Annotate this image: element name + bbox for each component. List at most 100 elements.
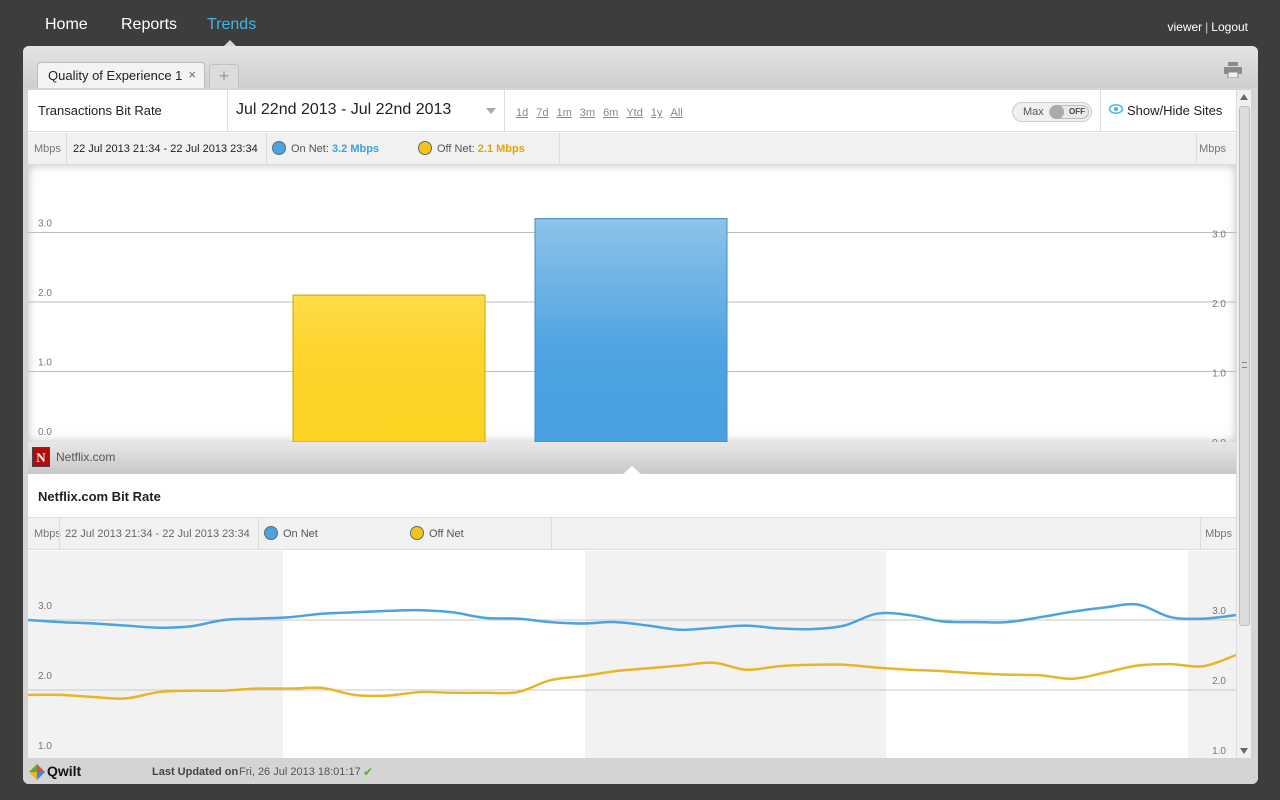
brand-name: Qwilt	[47, 763, 82, 779]
unit-label-right: Mbps	[1199, 143, 1226, 155]
logout-link[interactable]: Logout	[1211, 20, 1248, 34]
nav-reports[interactable]: Reports	[121, 16, 178, 33]
toolbar-divider	[227, 90, 228, 132]
vertical-scrollbar[interactable]	[1236, 90, 1251, 758]
max-label: Max	[1023, 106, 1044, 118]
report-content: Transactions Bit Rate Jul 22nd 2013 - Ju…	[28, 90, 1236, 758]
report-title: Transactions Bit Rate	[38, 103, 162, 118]
check-icon: ✔	[363, 765, 374, 779]
range-7d[interactable]: 7d	[536, 107, 549, 119]
y-tick-left: 3.0	[38, 219, 52, 230]
bar-off-net	[292, 294, 486, 443]
range-1d[interactable]: 1d	[516, 107, 529, 119]
time-range-label: 22 Jul 2013 21:34 - 22 Jul 2013 23:34	[73, 143, 258, 155]
time-band	[1188, 551, 1236, 758]
footer: Qwilt Last Updated on Fri, 26 Jul 2013 1…	[23, 760, 1258, 784]
active-nav-caret	[222, 40, 238, 48]
max-toggle[interactable]: Max OFF	[1012, 102, 1092, 122]
y-tick-right: 1.0	[1212, 746, 1226, 757]
user-separator: |	[1205, 20, 1209, 34]
legend-divider	[559, 133, 560, 165]
time-band	[283, 551, 585, 758]
range-6m[interactable]: 6m	[603, 107, 619, 119]
date-range-select[interactable]: Jul 22nd 2013 - Jul 22nd 2013	[228, 90, 504, 132]
show-hide-label: Show/Hide Sites	[1127, 103, 1223, 118]
scroll-thumb[interactable]	[1239, 106, 1250, 626]
y-tick-left: 0.0	[38, 427, 52, 438]
range-1y[interactable]: 1y	[650, 107, 663, 119]
selection-pointer	[622, 466, 642, 475]
range-1m[interactable]: 1m	[556, 107, 572, 119]
max-switch[interactable]: OFF	[1049, 105, 1089, 119]
range-ytd[interactable]: Ytd	[626, 107, 643, 119]
site-name-link[interactable]: Netflix.com	[56, 450, 116, 464]
date-range-value: Jul 22nd 2013 - Jul 22nd 2013	[236, 101, 452, 118]
unit-label-left: Mbps	[34, 143, 61, 155]
bar-on-net	[534, 218, 728, 443]
time-range-label: 22 Jul 2013 21:34 - 22 Jul 2013 23:34	[65, 528, 250, 540]
legend-divider	[66, 133, 67, 165]
tab-close-icon[interactable]: ×	[188, 67, 196, 82]
chevron-down-icon	[486, 108, 496, 114]
y-tick-right: 2.0	[1212, 676, 1226, 687]
bar-chart-area: 0.00.01.01.02.02.03.03.0	[28, 165, 1236, 449]
add-tab-button[interactable]: +	[209, 64, 239, 88]
bar-chart-legend: Mbps 22 Jul 2013 21:34 - 22 Jul 2013 23:…	[28, 133, 1236, 165]
y-tick-right: 3.0	[1212, 606, 1226, 617]
range-3m[interactable]: 3m	[579, 107, 596, 119]
grip-icon	[1242, 362, 1247, 368]
range-shortcuts: 1d 7d 1m 3m 6m Ytd 1y All	[516, 107, 691, 119]
legend-divider	[59, 518, 60, 550]
legend-divider	[1200, 518, 1201, 550]
report-toolbar: Transactions Bit Rate Jul 22nd 2013 - Ju…	[28, 90, 1236, 132]
time-band	[28, 551, 283, 758]
on-net-legend-dot[interactable]	[272, 141, 286, 155]
section-title: Netflix.com Bit Rate	[38, 489, 161, 504]
on-net-label: On Net:	[291, 143, 329, 155]
y-tick-right: 2.0	[1212, 299, 1226, 310]
tab-quality-of-experience[interactable]: Quality of Experience 1 ×	[37, 62, 205, 88]
last-updated-label: Last Updated on	[152, 766, 239, 778]
series-line-on-net	[28, 602, 1236, 632]
range-all[interactable]: All	[670, 107, 683, 119]
series-line-off-net	[28, 653, 1236, 700]
y-tick-left: 1.0	[38, 358, 52, 369]
off-net-label: Off Net:	[437, 143, 475, 155]
show-hide-sites-button[interactable]: Show/Hide Sites	[1100, 90, 1236, 132]
legend-divider	[551, 518, 552, 550]
off-net-label: Off Net	[429, 528, 464, 540]
section-divider	[28, 517, 1236, 518]
on-net-legend-dot[interactable]	[264, 526, 278, 540]
nav-home[interactable]: Home	[45, 16, 88, 33]
scroll-up-icon[interactable]	[1240, 94, 1248, 100]
line-chart-area: 1.0 1.0 2.0 2.0 3.0 3.0	[28, 551, 1236, 758]
y-tick-right: 1.0	[1212, 369, 1226, 380]
bar-chart: 0.00.01.01.02.02.03.03.0	[28, 218, 1236, 449]
main-panel: Quality of Experience 1 × + Transactions…	[23, 46, 1258, 784]
y-tick-left: 2.0	[38, 288, 52, 299]
legend-divider	[1196, 133, 1197, 165]
unit-label-left: Mbps	[34, 528, 61, 540]
legend-divider	[258, 518, 259, 550]
scroll-down-icon[interactable]	[1240, 748, 1248, 754]
top-nav: Home Reports Trends viewer | Logout	[0, 0, 1280, 48]
off-net-legend-dot[interactable]	[410, 526, 424, 540]
time-band	[585, 551, 886, 758]
switch-state: OFF	[1069, 107, 1085, 116]
last-updated-value: Fri, 26 Jul 2013 18:01:17	[239, 766, 361, 778]
y-tick-left: 3.0	[38, 601, 52, 612]
on-net-label: On Net	[283, 528, 318, 540]
y-tick-right: 3.0	[1212, 230, 1226, 241]
off-net-value: 2.1 Mbps	[477, 143, 525, 155]
user-area: viewer | Logout	[1167, 20, 1248, 34]
off-net-legend: Off Net: 2.1 Mbps	[437, 143, 525, 155]
switch-knob	[1050, 105, 1064, 119]
nav-trends[interactable]: Trends	[207, 16, 257, 33]
off-net-legend-dot[interactable]	[418, 141, 432, 155]
on-net-legend: On Net: 3.2 Mbps	[291, 143, 379, 155]
y-tick-left: 1.0	[38, 741, 52, 752]
on-net-value: 3.2 Mbps	[331, 143, 380, 155]
legend-divider	[266, 133, 267, 165]
print-icon[interactable]	[1224, 62, 1242, 78]
user-name[interactable]: viewer	[1167, 20, 1203, 34]
